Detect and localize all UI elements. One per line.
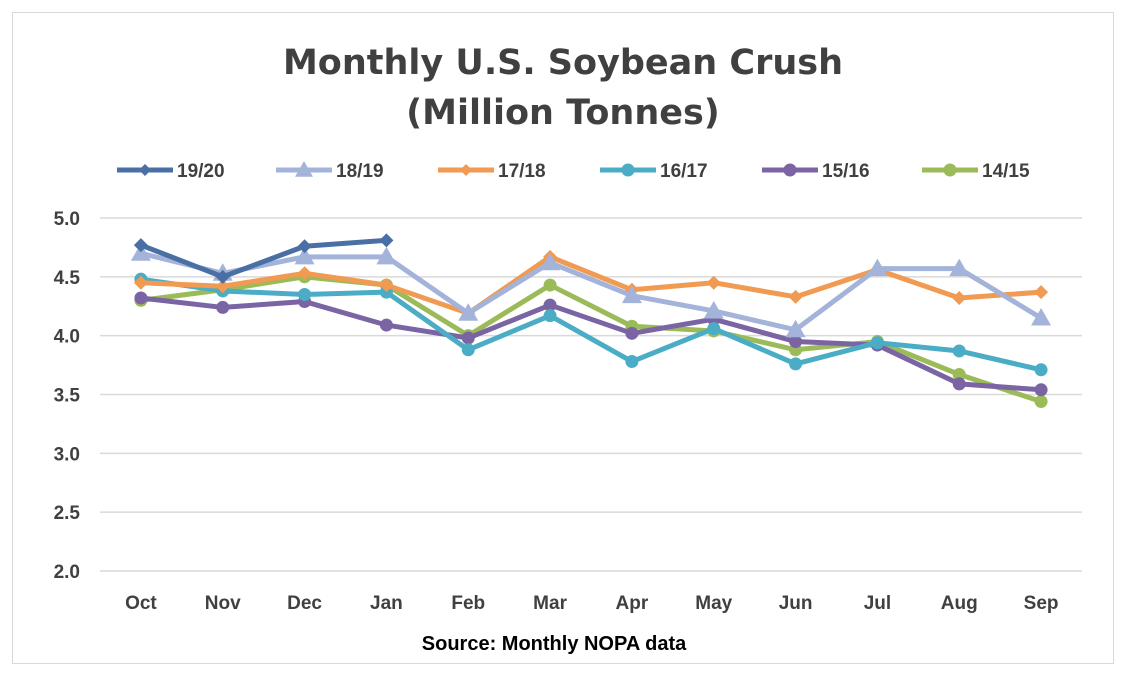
- legend-item: 17/18: [438, 161, 546, 182]
- chart-subtitle: (Million Tonnes): [406, 93, 720, 133]
- data-point: [952, 291, 967, 306]
- data-point: [788, 289, 803, 304]
- y-tick-label: 4.0: [54, 327, 80, 348]
- data-point: [133, 275, 148, 290]
- data-point: [379, 233, 394, 248]
- legend-label: 17/18: [498, 161, 546, 182]
- legend-item: 16/17: [600, 161, 708, 182]
- data-point: [297, 266, 312, 281]
- x-tick-label: May: [695, 593, 732, 614]
- series-line: [140, 237, 387, 280]
- data-point: [621, 285, 642, 304]
- data-point: [870, 336, 884, 350]
- data-point: [543, 309, 557, 323]
- data-point: [543, 298, 557, 312]
- y-tick-label: 5.0: [54, 209, 80, 230]
- data-point: [1034, 383, 1048, 397]
- series-line: [140, 250, 1043, 333]
- data-point: [1034, 395, 1048, 409]
- x-tick-label: Mar: [533, 593, 567, 614]
- data-point: [867, 258, 888, 277]
- legend-item: 15/16: [762, 161, 870, 182]
- legend-item: 18/19: [276, 161, 384, 182]
- data-point: [216, 300, 230, 314]
- data-point: [1034, 285, 1049, 300]
- y-axis: 5.0 4.5 4.0 3.5 3.0 2.5 2.0: [54, 209, 81, 583]
- series-15-16: [134, 291, 1048, 397]
- legend-label: 14/15: [982, 161, 1030, 182]
- data-point: [379, 278, 394, 293]
- data-point: [621, 163, 635, 177]
- x-tick-label: Sep: [1024, 593, 1059, 614]
- data-point: [949, 258, 970, 277]
- data-point: [1034, 363, 1048, 377]
- legend-label: 19/20: [177, 161, 225, 182]
- source-note: Source: Monthly NOPA data: [422, 633, 687, 655]
- data-point: [460, 164, 472, 176]
- data-point: [134, 291, 148, 305]
- x-tick-label: Nov: [205, 593, 241, 614]
- x-axis: Oct Nov Dec Jan Feb Mar Apr May Jun Jul Aug Sep: [125, 593, 1058, 614]
- x-tick-label: Jul: [864, 593, 891, 614]
- data-point: [1031, 308, 1052, 326]
- data-point: [215, 279, 230, 294]
- data-point: [215, 269, 230, 284]
- x-tick-label: Jan: [370, 593, 403, 614]
- chart-title: Monthly U.S. Soybean Crush: [283, 43, 843, 83]
- legend: 19/20 18/19 17/18 16/17 15/16 14/15: [117, 161, 1030, 182]
- legend-label: 18/19: [336, 161, 384, 182]
- series-line: [140, 295, 1042, 393]
- x-tick-label: Oct: [125, 593, 157, 614]
- data-point: [706, 275, 721, 290]
- y-tick-label: 3.0: [54, 444, 80, 465]
- data-point: [379, 285, 393, 299]
- data-point: [297, 239, 312, 254]
- data-point: [952, 344, 966, 358]
- data-point: [295, 161, 313, 177]
- legend-item: 19/20: [117, 161, 225, 182]
- series-line: [140, 276, 1042, 373]
- x-tick-label: Feb: [451, 593, 485, 614]
- legend-label: 15/16: [822, 161, 870, 182]
- y-tick-label: 3.5: [54, 386, 81, 407]
- data-point: [785, 319, 806, 338]
- data-point: [789, 357, 803, 371]
- data-point: [376, 246, 397, 265]
- y-tick-label: 2.5: [54, 503, 81, 524]
- series-line: [140, 254, 1042, 316]
- data-point: [783, 163, 797, 177]
- data-point: [625, 326, 639, 340]
- x-tick-label: Aug: [941, 593, 978, 614]
- data-point: [540, 252, 561, 271]
- series-line: [140, 274, 1042, 404]
- legend-label: 16/17: [660, 161, 708, 182]
- data-point: [789, 335, 803, 349]
- data-point: [458, 303, 479, 321]
- x-tick-label: Jun: [779, 593, 813, 614]
- data-point: [461, 331, 475, 345]
- chart-frame: [12, 12, 1114, 664]
- data-point: [543, 278, 557, 292]
- data-point: [707, 322, 721, 336]
- data-point: [943, 163, 957, 177]
- data-point: [298, 287, 312, 301]
- data-point: [703, 300, 724, 319]
- y-tick-label: 2.0: [54, 562, 80, 583]
- series-19-20: [133, 233, 394, 284]
- x-tick-label: Dec: [287, 593, 322, 614]
- data-point: [625, 355, 639, 369]
- data-point: [133, 238, 148, 253]
- data-point: [461, 343, 475, 357]
- data-point: [379, 318, 393, 332]
- data-point: [952, 367, 966, 381]
- y-tick-label: 4.5: [54, 268, 81, 289]
- gridlines: [100, 217, 1082, 572]
- data-point: [294, 246, 315, 265]
- series-group: [130, 233, 1052, 409]
- x-tick-label: Apr: [616, 593, 649, 614]
- data-point: [139, 164, 151, 176]
- data-point: [952, 377, 966, 391]
- legend-item: 14/15: [922, 161, 1030, 182]
